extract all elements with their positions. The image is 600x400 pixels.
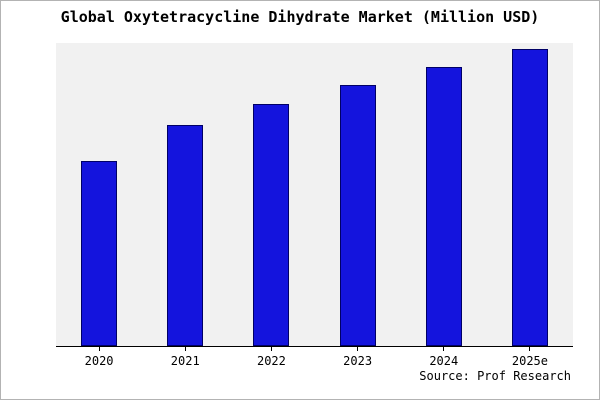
tick-mark [98,347,100,351]
x-tick: 2025e [487,347,573,368]
x-axis: 2020 2021 2022 2023 2024 2025e [56,347,573,368]
x-tick: 2024 [401,347,487,368]
source-note: Source: Prof Research [419,369,571,383]
bar-2023 [339,85,376,346]
x-tick: 2020 [56,347,142,368]
bar-slot [142,43,228,346]
tick-mark [184,347,186,351]
bar-slot [228,43,314,346]
x-tick-label: 2025e [511,354,548,368]
x-tick: 2021 [142,347,228,368]
bar-2025e [511,49,548,346]
bar-2020 [81,161,118,346]
tick-mark [357,347,359,351]
plot-area [56,43,573,347]
x-tick-label: 2022 [256,354,286,368]
x-tick: 2022 [228,347,314,368]
bar-slot [401,43,487,346]
bar-2021 [167,124,204,346]
bar-2024 [425,67,462,346]
tick-mark [270,347,272,351]
x-tick-label: 2021 [170,354,200,368]
x-tick-label: 2024 [429,354,459,368]
bar-slot [56,43,142,346]
bar-slot [487,43,573,346]
tick-mark [443,347,445,351]
chart-title: Global Oxytetracycline Dihydrate Market … [60,8,540,26]
x-tick-label: 2023 [343,354,373,368]
bar-2022 [253,103,290,346]
x-tick-label: 2020 [84,354,114,368]
tick-mark [529,347,531,351]
x-tick: 2023 [315,347,401,368]
bar-slot [315,43,401,346]
